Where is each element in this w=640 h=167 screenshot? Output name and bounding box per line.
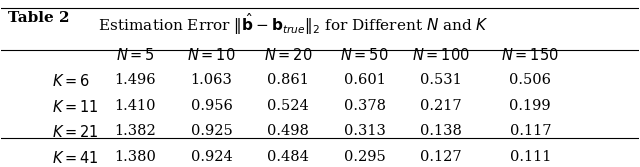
Text: 0.924: 0.924 [191, 150, 232, 164]
Text: $N=5$: $N=5$ [116, 47, 155, 63]
Text: 0.861: 0.861 [268, 73, 309, 87]
Text: Estimation Error $\|\hat{\mathbf{b}} - \mathbf{b}_{true}\|_2$ for Different $N$ : Estimation Error $\|\hat{\mathbf{b}} - \… [84, 11, 489, 37]
Text: $K=21$: $K=21$ [52, 124, 99, 140]
Text: 0.956: 0.956 [191, 99, 232, 113]
Text: 0.127: 0.127 [420, 150, 462, 164]
Text: 0.498: 0.498 [268, 124, 309, 138]
Text: 0.117: 0.117 [509, 124, 551, 138]
Text: 0.111: 0.111 [509, 150, 551, 164]
Text: 0.138: 0.138 [420, 124, 462, 138]
Text: 0.524: 0.524 [268, 99, 309, 113]
Text: 1.496: 1.496 [115, 73, 156, 87]
Text: 0.199: 0.199 [509, 99, 551, 113]
Text: $N=20$: $N=20$ [264, 47, 312, 63]
Text: $N=100$: $N=100$ [412, 47, 470, 63]
Text: 1.382: 1.382 [115, 124, 156, 138]
Text: 0.295: 0.295 [344, 150, 385, 164]
Text: $K=41$: $K=41$ [52, 150, 99, 166]
Text: 0.506: 0.506 [509, 73, 551, 87]
Text: 1.380: 1.380 [115, 150, 156, 164]
Text: 0.313: 0.313 [344, 124, 385, 138]
Text: $N=10$: $N=10$ [188, 47, 236, 63]
Text: 1.063: 1.063 [191, 73, 232, 87]
Text: $K=11$: $K=11$ [52, 99, 99, 115]
Text: 1.410: 1.410 [115, 99, 156, 113]
Text: 0.925: 0.925 [191, 124, 232, 138]
Text: 0.531: 0.531 [420, 73, 462, 87]
Text: $N=50$: $N=50$ [340, 47, 389, 63]
Text: $K=6$: $K=6$ [52, 73, 90, 89]
Text: Table 2: Table 2 [8, 11, 69, 25]
Text: 0.378: 0.378 [344, 99, 386, 113]
Text: 0.601: 0.601 [344, 73, 385, 87]
Text: 0.484: 0.484 [268, 150, 309, 164]
Text: $N=150$: $N=150$ [501, 47, 559, 63]
Text: 0.217: 0.217 [420, 99, 462, 113]
